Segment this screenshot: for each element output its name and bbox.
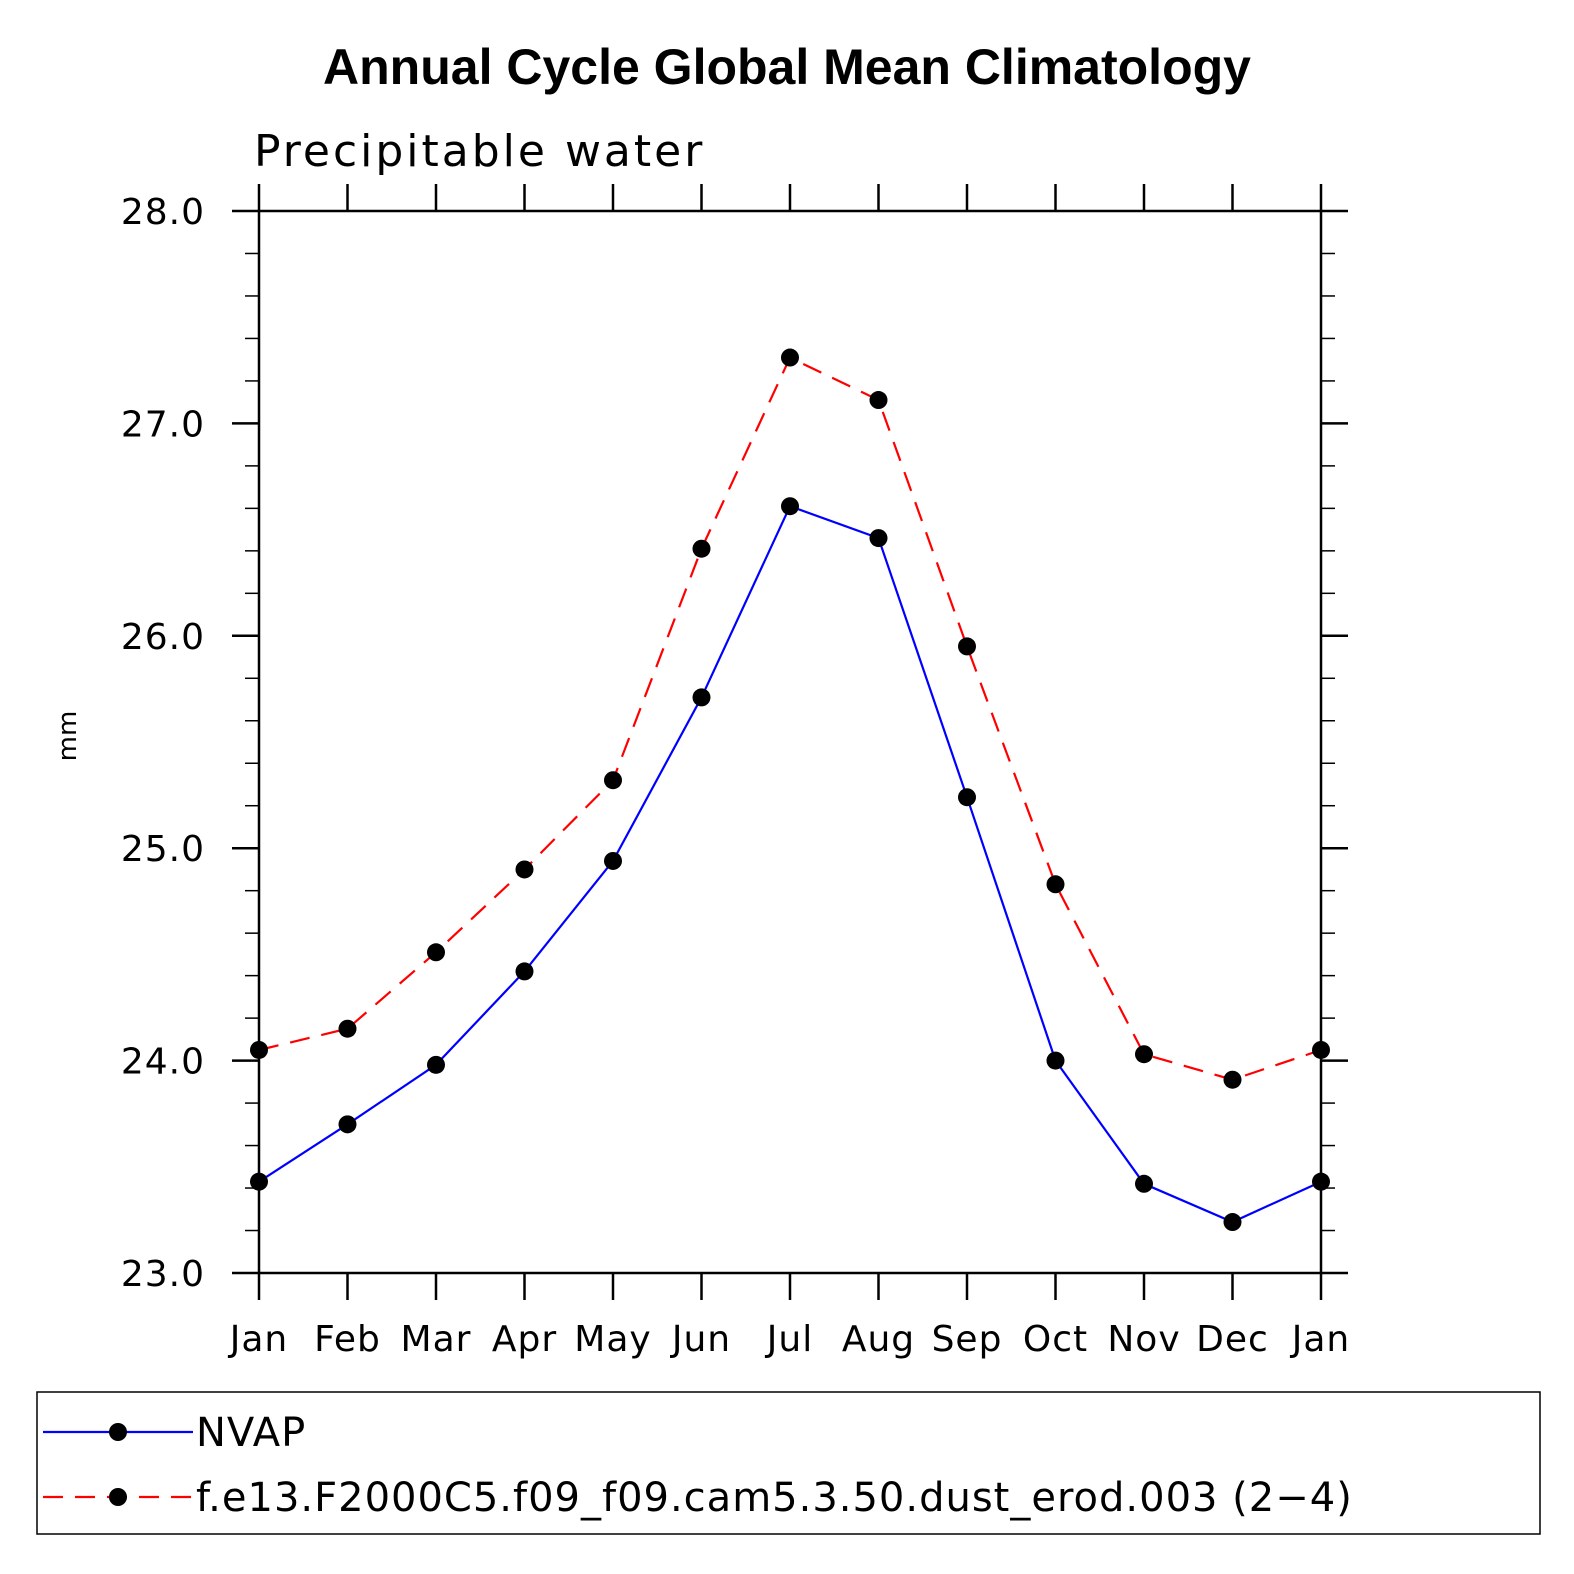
series-0-point <box>1046 1051 1065 1070</box>
axes: 23.0 24.0 25.0 26.0 27.0 28.0 Jan Feb Mar Apr May J… <box>121 184 1351 1360</box>
y-tick-label: 28.0 <box>121 192 205 233</box>
x-tick-label: Oct <box>1023 1319 1088 1360</box>
y-tick-label: 26.0 <box>121 617 205 658</box>
x-tick-label: Jan <box>228 1319 289 1360</box>
legend-marker-model <box>109 1488 127 1506</box>
legend-box <box>36 1391 1541 1535</box>
x-tick-label: May <box>574 1319 651 1360</box>
series-0-point <box>781 497 799 516</box>
legend-marker-nvap <box>109 1423 127 1441</box>
y-tick-label: 25.0 <box>121 829 205 870</box>
x-tick-label: Feb <box>314 1319 381 1360</box>
series-1-point <box>958 637 976 656</box>
series-1-point <box>604 771 622 790</box>
series-1-point <box>781 348 799 367</box>
series-1-point <box>1046 875 1065 894</box>
series-layer <box>250 348 1330 1232</box>
series-1-point <box>692 539 711 558</box>
series-0-point <box>692 688 711 707</box>
x-tick-label: Dec <box>1196 1319 1269 1360</box>
legend-label-nvap: NVAP <box>196 1410 306 1456</box>
chart-title: Annual Cycle Global Mean Climatology <box>323 39 1251 95</box>
x-tick-label: Jul <box>765 1319 813 1360</box>
series-1-point <box>1223 1070 1242 1089</box>
series-0-point <box>1223 1213 1242 1232</box>
series-1-point <box>1312 1040 1330 1059</box>
x-tick-label: Mar <box>401 1319 472 1360</box>
series-0-point <box>869 529 888 548</box>
x-tick-label: Aug <box>842 1319 915 1360</box>
y-axis-label: mm <box>53 711 83 762</box>
series-line-0 <box>258 504 1322 1224</box>
y-tick-label: 24.0 <box>121 1042 205 1083</box>
series-0-point <box>427 1055 445 1074</box>
x-tick-label: Nov <box>1107 1319 1180 1360</box>
series-0-point <box>604 851 622 870</box>
y-tick-label: 23.0 <box>121 1254 205 1295</box>
series-0-point <box>515 962 534 981</box>
series-0-point <box>1312 1172 1330 1191</box>
chart-subtitle: Precipitable water <box>254 126 705 177</box>
x-tick-label: Apr <box>492 1319 557 1360</box>
series-0-point <box>958 788 976 807</box>
legend-label-model: f.e13.F2000C5.f09_f09.cam5.3.50.dust_ero… <box>196 1475 1353 1521</box>
plot-frame <box>257 209 1323 1275</box>
series-0-point <box>1135 1174 1153 1193</box>
x-tick-label: Jan <box>1290 1319 1351 1360</box>
legend: NVAP f.e13.F2000C5.f09_f09.cam5.3.50.dus… <box>36 1391 1541 1535</box>
series-1-point <box>515 860 534 879</box>
series-line-1 <box>258 356 1322 1081</box>
y-tick-label: 27.0 <box>121 404 205 445</box>
series-1-point <box>427 943 445 962</box>
series-1-point <box>250 1040 268 1059</box>
series-1-point <box>338 1019 357 1038</box>
x-tick-label: Sep <box>932 1319 1003 1360</box>
series-0-point <box>338 1115 357 1134</box>
x-tick-label: Jun <box>670 1319 731 1360</box>
series-1-point <box>869 391 888 410</box>
series-1-point <box>1135 1045 1153 1064</box>
series-0-point <box>250 1172 268 1191</box>
